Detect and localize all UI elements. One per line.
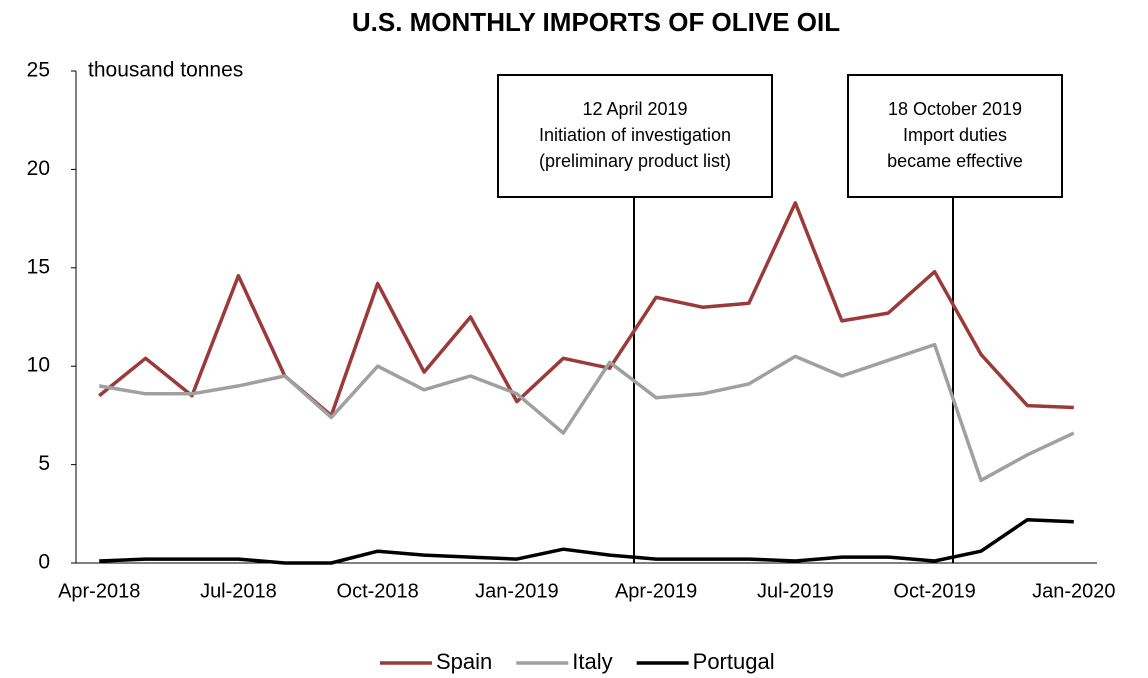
annotation-text: Initiation of investigation	[539, 125, 731, 145]
line-series	[98, 342, 1075, 483]
x-tick-label: Jul-2019	[757, 580, 834, 602]
legend-label: Italy	[572, 649, 612, 674]
x-tick-label: Oct-2019	[893, 580, 975, 602]
line-series	[99, 517, 1074, 565]
annotation-text: 12 April 2019	[582, 99, 687, 119]
y-tick-label: 10	[27, 354, 50, 377]
annotation-text: (preliminary product list)	[539, 151, 731, 171]
annotation-text: became effective	[887, 151, 1023, 171]
annotation-box	[847, 74, 1063, 198]
line-series	[98, 201, 1074, 418]
x-tick-label: Apr-2019	[615, 580, 697, 602]
annotation-box	[497, 74, 773, 198]
x-tick-label: Apr-2018	[58, 580, 140, 602]
annotation-text: 18 October 2019	[888, 99, 1022, 119]
x-tick-label: Jul-2018	[200, 580, 277, 602]
y-axis-label: thousand tonnes	[88, 59, 243, 82]
y-tick-label: 20	[27, 157, 50, 180]
y-tick-label: 25	[27, 59, 50, 82]
annotation-text: Import duties	[903, 125, 1007, 145]
y-tick-label: 15	[27, 255, 50, 278]
annotations: 12 April 2019 Initiation of investigation…	[497, 74, 1063, 563]
chart-title: U.S. MONTHLY IMPORTS OF OLIVE OIL	[352, 7, 840, 37]
legend-label: Portugal	[693, 649, 775, 674]
y-tick-label: 5	[38, 452, 50, 475]
x-tick-label: Oct-2018	[337, 580, 419, 602]
legend-label: Spain	[436, 649, 492, 674]
y-tick-label: 0	[38, 551, 50, 574]
x-tick-label: Jan-2019	[475, 580, 558, 602]
x-tick-label: Jan-2020	[1032, 580, 1115, 602]
